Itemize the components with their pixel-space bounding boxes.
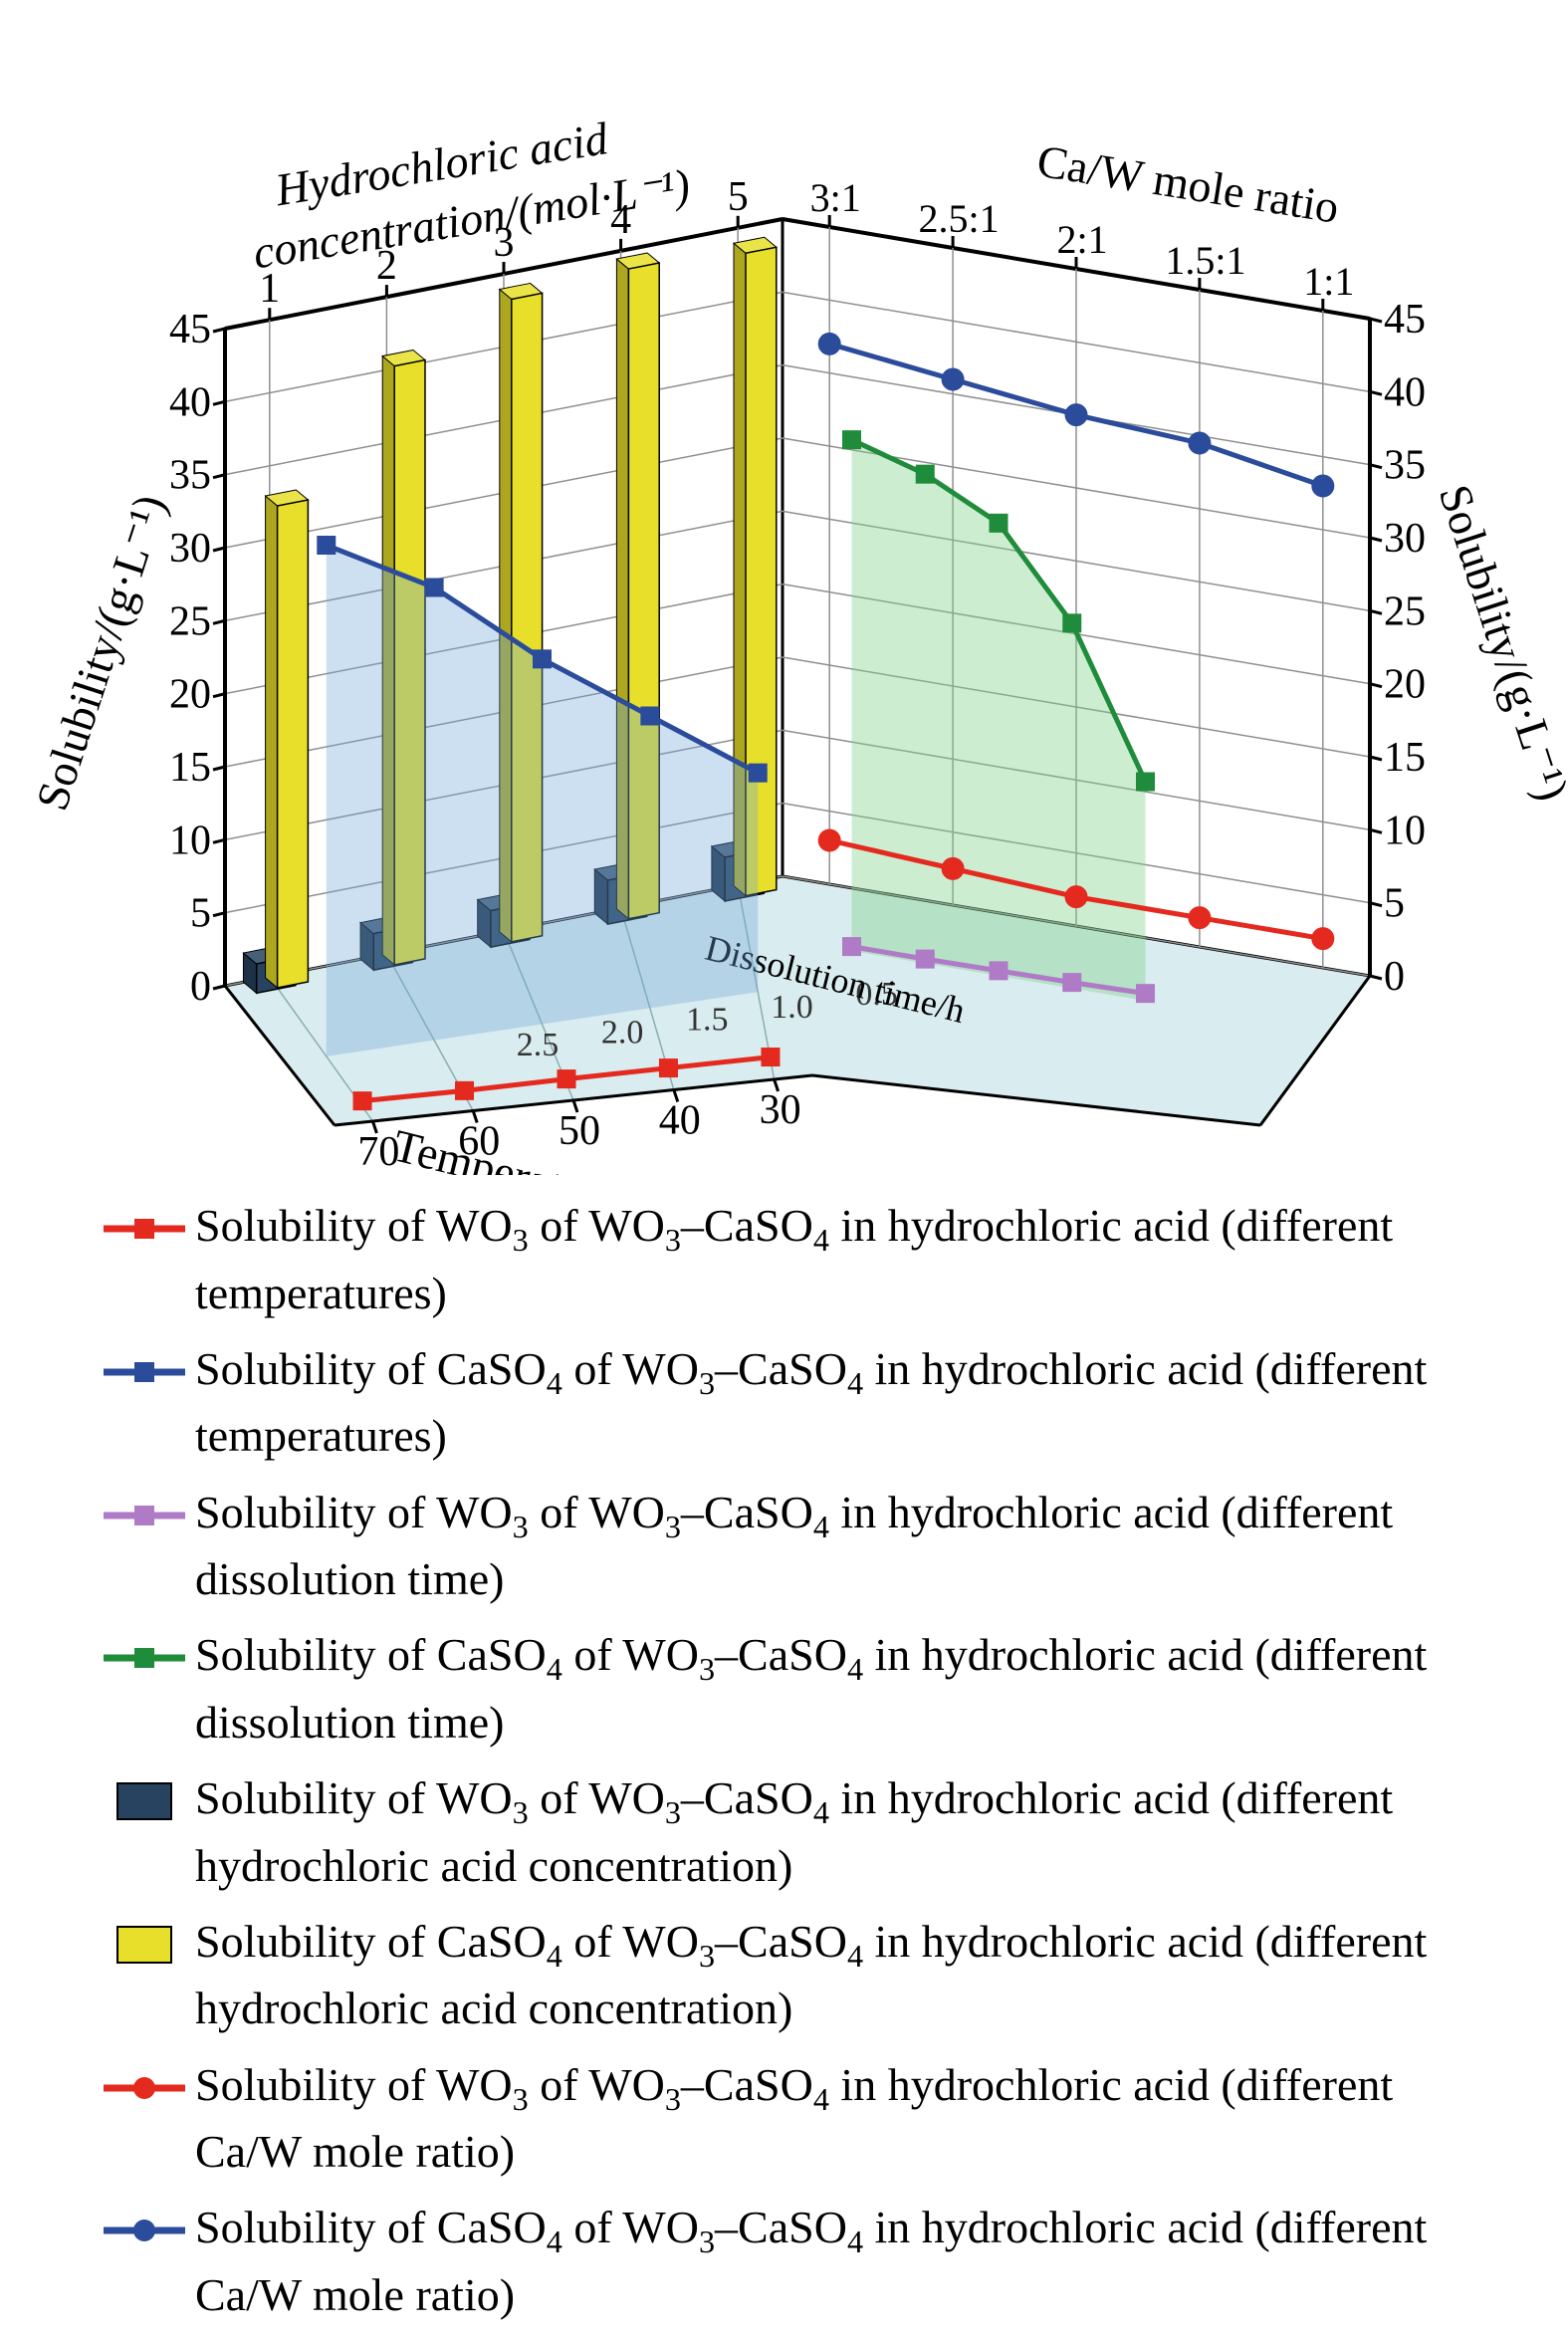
svg-text:40: 40: [1384, 369, 1426, 415]
svg-text:45: 45: [1384, 297, 1426, 343]
svg-text:5: 5: [190, 891, 211, 937]
svg-text:35: 35: [1384, 443, 1426, 489]
legend-text: Solubility of CaSO4 of WO3–CaSO4 in hydr…: [195, 1624, 1493, 1754]
svg-text:1:1: 1:1: [1303, 259, 1354, 304]
svg-text:2.5:1: 2.5:1: [919, 196, 1000, 241]
svg-text:2.5: 2.5: [517, 1027, 560, 1063]
legend-entry: Solubility of CaSO4 of WO3–CaSO4 in hydr…: [100, 1911, 1493, 2040]
legend-entry: Solubility of WO3 of WO3–CaSO4 in hydroc…: [100, 1482, 1493, 1611]
svg-text:40: 40: [659, 1098, 701, 1144]
legend-text: Solubility of WO3 of WO3–CaSO4 in hydroc…: [195, 1482, 1493, 1611]
legend-marker: [100, 1638, 189, 1678]
legend-marker: [100, 2211, 189, 2250]
legend-text: Solubility of CaSO4 of WO3–CaSO4 in hydr…: [195, 2197, 1493, 2326]
legend-marker: [100, 1496, 189, 1535]
legend-text: Solubility of WO3 of WO3–CaSO4 in hydroc…: [195, 1767, 1493, 1897]
legend-entry: Solubility of WO3 of WO3–CaSO4 in hydroc…: [100, 1195, 1493, 1324]
svg-text:3:1: 3:1: [810, 175, 861, 220]
svg-text:1.5: 1.5: [686, 1002, 729, 1039]
legend-entry: Solubility of CaSO4 of WO3–CaSO4 in hydr…: [100, 2197, 1493, 2326]
svg-text:25: 25: [1384, 588, 1426, 634]
legend-marker: [100, 1781, 189, 1821]
svg-text:30: 30: [760, 1087, 801, 1133]
svg-text:50: 50: [559, 1108, 600, 1154]
legend-marker: [100, 1209, 189, 1249]
svg-text:15: 15: [1384, 735, 1426, 781]
svg-text:Temperature/℃: Temperature/℃: [388, 1119, 687, 1175]
svg-text:Solubility/(g·L⁻¹): Solubility/(g·L⁻¹): [1430, 479, 1568, 807]
svg-text:30: 30: [1384, 516, 1426, 562]
svg-text:5: 5: [728, 174, 749, 220]
svg-text:35: 35: [169, 453, 211, 499]
svg-text:45: 45: [169, 307, 211, 352]
svg-text:25: 25: [169, 598, 211, 644]
legend-entry: Solubility of CaSO4 of WO3–CaSO4 in hydr…: [100, 1338, 1493, 1468]
svg-text:5: 5: [1384, 881, 1405, 927]
svg-text:0: 0: [1384, 954, 1405, 1000]
svg-text:40: 40: [169, 379, 211, 425]
svg-text:2.0: 2.0: [601, 1014, 644, 1051]
svg-text:1.0: 1.0: [771, 989, 813, 1026]
legend-marker: [100, 2068, 189, 2108]
svg-text:Solubility/(g·L⁻¹): Solubility/(g·L⁻¹): [26, 489, 175, 817]
chart-3d-area: 0055101015152020252530303535404045451234…: [0, 0, 1568, 1175]
svg-text:30: 30: [169, 526, 211, 572]
legend-marker: [100, 1352, 189, 1392]
legend-entry: Solubility of WO3 of WO3–CaSO4 in hydroc…: [100, 1767, 1493, 1897]
legend: Solubility of WO3 of WO3–CaSO4 in hydroc…: [100, 1195, 1493, 2340]
chart-svg: 0055101015152020252530303535404045451234…: [0, 0, 1568, 1175]
svg-text:20: 20: [1384, 662, 1426, 708]
svg-text:2:1: 2:1: [1056, 217, 1107, 262]
legend-entry: Solubility of WO3 of WO3–CaSO4 in hydroc…: [100, 2054, 1493, 2184]
svg-text:1.5:1: 1.5:1: [1165, 238, 1245, 283]
svg-text:10: 10: [169, 818, 211, 863]
legend-marker: [100, 1925, 189, 1965]
legend-entry: Solubility of CaSO4 of WO3–CaSO4 in hydr…: [100, 1624, 1493, 1754]
svg-text:15: 15: [169, 745, 211, 791]
legend-text: Solubility of WO3 of WO3–CaSO4 in hydroc…: [195, 1195, 1493, 1324]
svg-text:10: 10: [1384, 808, 1426, 853]
legend-text: Solubility of WO3 of WO3–CaSO4 in hydroc…: [195, 2054, 1493, 2184]
svg-text:20: 20: [169, 672, 211, 718]
svg-text:0: 0: [190, 964, 211, 1010]
legend-text: Solubility of CaSO4 of WO3–CaSO4 in hydr…: [195, 1911, 1493, 2040]
legend-text: Solubility of CaSO4 of WO3–CaSO4 in hydr…: [195, 1338, 1493, 1468]
